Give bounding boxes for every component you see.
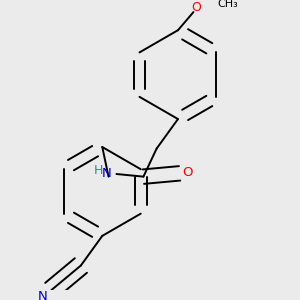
Text: H: H	[93, 164, 103, 177]
Text: CH₃: CH₃	[218, 0, 238, 9]
Text: O: O	[183, 166, 193, 179]
Text: N: N	[38, 290, 48, 300]
Text: N: N	[102, 167, 112, 180]
Text: O: O	[191, 1, 201, 14]
